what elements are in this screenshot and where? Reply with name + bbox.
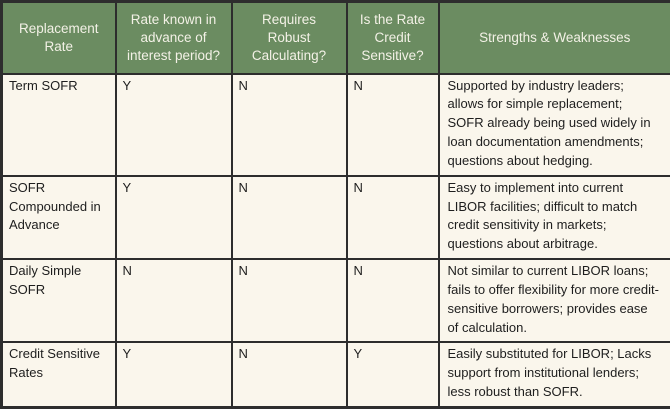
header-replacement-rate: Replacement Rate xyxy=(2,2,116,74)
cell-robust-calculating: N xyxy=(232,74,347,176)
cell-credit-sensitive: N xyxy=(347,74,439,176)
cell-strengths-weaknesses: Easily substituted for LIBOR; Lacks supp… xyxy=(439,342,670,407)
table-row-daily-simple-sofr: Daily Simple SOFR N N N Not similar to c… xyxy=(2,259,670,342)
cell-credit-sensitive: Y xyxy=(347,342,439,407)
header-rate-credit-sensitive: Is the Rate Credit Sensitive? xyxy=(347,2,439,74)
header-rate-known-in-advance: Rate known in advance of interest period… xyxy=(116,2,232,74)
table-row-credit-sensitive-rates: Credit Sensitive Rates Y N Y Easily subs… xyxy=(2,342,670,407)
cell-strengths-weaknesses: Easy to implement into current LIBOR fac… xyxy=(439,176,670,259)
table-header-row: Replacement Rate Rate known in advance o… xyxy=(2,2,670,74)
cell-strengths-weaknesses: Not similar to current LIBOR loans; fail… xyxy=(439,259,670,342)
cell-strengths-weaknesses: Supported by industry leaders; allows fo… xyxy=(439,74,670,176)
cell-rate-name: SOFR Compounded in Advance xyxy=(2,176,116,259)
cell-rate-name: Daily Simple SOFR xyxy=(2,259,116,342)
cell-credit-sensitive: N xyxy=(347,176,439,259)
cell-known-in-advance: Y xyxy=(116,74,232,176)
cell-robust-calculating: N xyxy=(232,342,347,407)
cell-robust-calculating: N xyxy=(232,176,347,259)
cell-known-in-advance: N xyxy=(116,259,232,342)
table-row-term-sofr: Term SOFR Y N N Supported by industry le… xyxy=(2,74,670,176)
cell-credit-sensitive: N xyxy=(347,259,439,342)
cell-rate-name: Credit Sensitive Rates xyxy=(2,342,116,407)
cell-known-in-advance: Y xyxy=(116,176,232,259)
header-requires-robust-calculating: Requires Robust Calculating? xyxy=(232,2,347,74)
cell-robust-calculating: N xyxy=(232,259,347,342)
table-row-sofr-compounded: SOFR Compounded in Advance Y N N Easy to… xyxy=(2,176,670,259)
cell-rate-name: Term SOFR xyxy=(2,74,116,176)
cell-known-in-advance: Y xyxy=(116,342,232,407)
header-strengths-weaknesses: Strengths & Weaknesses xyxy=(439,2,670,74)
